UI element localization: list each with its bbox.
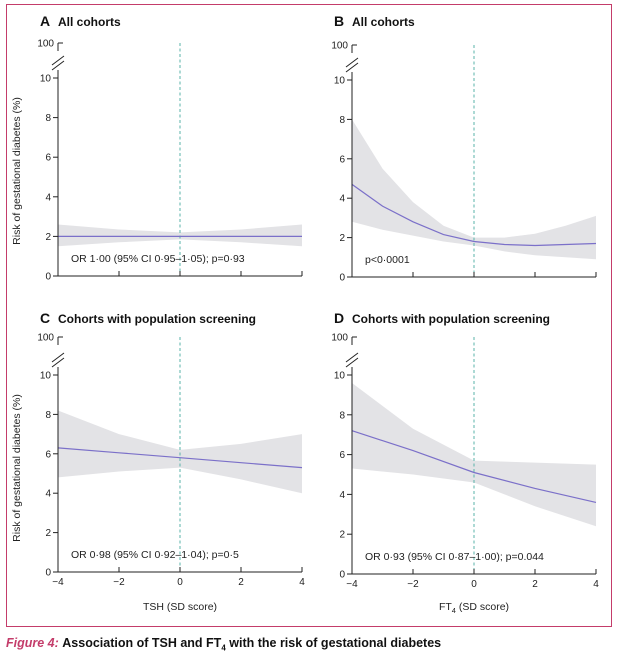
y-tick-label: 6 (339, 450, 345, 461)
confidence-band (352, 383, 596, 527)
panel-b: B All cohorts 100 0 2 4 6 8 10 p<0·0001 (331, 13, 597, 284)
caption-text-main: Association of TSH and FT (62, 636, 222, 650)
x-tick-label: −2 (407, 579, 419, 590)
y-tick-label: 8 (45, 410, 51, 421)
caption-label: Figure 4: (6, 636, 59, 650)
y-tick-label: 2 (45, 232, 51, 243)
x-axis-title-ft4-rest: (SD score) (456, 601, 509, 613)
x-axis-title-ft4: FT4 (SD score) (439, 601, 509, 615)
x-axis-title-ft4-main: FT (439, 601, 452, 613)
y-tick-label: 2 (45, 528, 51, 539)
caption-text-rest: with the risk of gestational diabetes (225, 636, 442, 650)
panel-letter: B (334, 13, 344, 29)
x-tick-label: −4 (346, 579, 358, 590)
y-tick-label: 100 (331, 333, 348, 344)
figure-caption: Figure 4: Association of TSH and FT4 wit… (6, 636, 441, 653)
y-tick-label: 8 (45, 113, 51, 124)
panel-letter: A (40, 13, 50, 29)
confidence-band (58, 224, 302, 247)
figure-frame (6, 4, 612, 627)
y-axis-title: Risk of gestational diabetes (%) (11, 97, 23, 245)
y-tick-label: 10 (40, 371, 52, 382)
panel-title: Cohorts with population screening (352, 312, 550, 326)
axis-break-mark (345, 62, 359, 73)
y-tick-label: 10 (40, 74, 52, 85)
y-axis (345, 44, 359, 278)
axis-break-mark (51, 357, 65, 368)
x-tick-label: 0 (177, 577, 183, 588)
y-tick-label: 0 (339, 273, 345, 284)
stat-annotation: OR 0·93 (95% CI 0·87–1·00); p=0.044 (365, 551, 544, 563)
panel-title: Cohorts with population screening (58, 312, 256, 326)
panel-title: All cohorts (58, 15, 121, 29)
risk-line (351, 430, 597, 503)
y-tick-label: 100 (37, 333, 54, 344)
y-tick-label: 100 (37, 39, 54, 50)
risk-line (351, 183, 597, 247)
y-tick-label: 0 (45, 568, 51, 579)
x-tick-label: 0 (471, 579, 477, 590)
x-axis-title-ft4-sub: 4 (452, 606, 456, 615)
x-tick-label: 2 (238, 577, 244, 588)
axis-break-mark (345, 357, 359, 368)
panel-a: A All cohorts 100 0 2 4 6 8 10 OR 1·00 (95% CI 0·… (37, 13, 303, 283)
stat-annotation: OR 1·00 (95% CI 0·95–1·05); p=0·93 (71, 253, 245, 265)
y-tick-label: 2 (339, 530, 345, 541)
y-tick-label: 4 (45, 489, 51, 500)
y-tick-label: 100 (331, 41, 348, 52)
y-axis (51, 336, 65, 573)
y-axis (345, 336, 359, 575)
x-tick-label: 4 (593, 579, 599, 590)
panel-title: All cohorts (352, 15, 415, 29)
y-tick-label: 6 (45, 153, 51, 164)
y-axis (51, 42, 65, 277)
y-tick-label: 6 (339, 154, 345, 165)
y-tick-label: 8 (339, 115, 345, 126)
y-tick-label: 0 (45, 272, 51, 283)
axis-break-mark (345, 57, 359, 68)
caption-text: Association of TSH and FT4 with the risk… (62, 636, 442, 653)
x-tick-label: −2 (113, 577, 125, 588)
panel-d: D Cohorts with population screening100024… (331, 310, 599, 590)
y-tick-label: 6 (45, 449, 51, 460)
y-tick-label: 4 (45, 192, 51, 203)
x-tick-label: 4 (299, 577, 305, 588)
panel-letter: C (40, 310, 50, 326)
risk-line (57, 447, 303, 469)
panel-letter: D (334, 310, 344, 326)
y-tick-label: 4 (339, 194, 345, 205)
axis-break-mark (51, 55, 65, 66)
axis-break-mark (51, 60, 65, 71)
axis-break-mark (51, 352, 65, 363)
y-tick-label: 4 (339, 490, 345, 501)
x-axis-title-tsh: TSH (SD score) (143, 601, 217, 613)
caption-subscript: 4 (221, 643, 226, 653)
panel-c: C Cohorts with population screening100024… (37, 310, 305, 588)
y-axis-title: Risk of gestational diabetes (%) (11, 394, 23, 542)
stat-annotation: OR 0·98 (95% CI 0·92–1·04); p=0·5 (71, 549, 239, 561)
axis-break-mark (345, 352, 359, 363)
confidence-band (352, 119, 596, 260)
y-tick-label: 10 (334, 371, 346, 382)
y-tick-label: 10 (334, 76, 346, 87)
y-tick-label: 8 (339, 410, 345, 421)
y-tick-label: 2 (339, 233, 345, 244)
stat-annotation: p<0·0001 (365, 254, 410, 266)
confidence-band (58, 410, 302, 494)
x-tick-label: −4 (52, 577, 64, 588)
y-tick-label: 0 (339, 570, 345, 581)
x-tick-label: 2 (532, 579, 538, 590)
